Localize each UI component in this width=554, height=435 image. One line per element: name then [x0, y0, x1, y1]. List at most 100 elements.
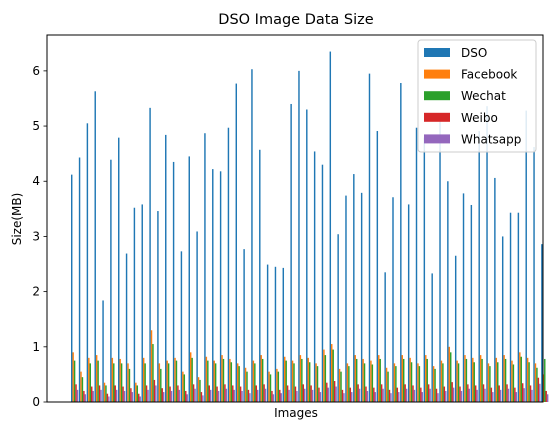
bar-whatsapp-7 — [123, 390, 126, 402]
bar-whatsapp-29 — [296, 390, 298, 402]
bar-whatsapp-10 — [147, 389, 149, 402]
bar-wechat-49 — [450, 352, 452, 402]
bar-dso-6 — [110, 159, 112, 402]
bar-wechat-45 — [418, 366, 421, 402]
bar-weibo-54 — [490, 387, 493, 402]
bar-wechat-53 — [481, 358, 483, 402]
bar-facebook-9 — [135, 382, 137, 402]
bar-facebook-57 — [511, 360, 513, 402]
bar-wechat-4 — [97, 360, 99, 402]
bar-wechat-22 — [238, 366, 240, 402]
bar-wechat-32 — [316, 366, 319, 402]
bar-weibo-29 — [294, 386, 297, 402]
bar-dso-57 — [509, 212, 512, 402]
bar-facebook-41 — [385, 367, 388, 402]
bar-weibo-45 — [420, 387, 422, 402]
bar-whatsapp-49 — [452, 387, 455, 402]
bar-wechat-27 — [277, 371, 280, 402]
bar-weibo-57 — [514, 387, 516, 402]
bar-whatsapp-1 — [76, 389, 79, 402]
bar-weibo-60 — [537, 377, 540, 402]
y-tick-label: 2 — [32, 285, 40, 299]
bar-dso-29 — [290, 103, 292, 402]
bar-whatsapp-41 — [390, 393, 392, 402]
bar-facebook-43 — [401, 355, 403, 402]
bar-facebook-49 — [448, 346, 451, 402]
bar-wechat-9 — [136, 385, 139, 402]
bar-whatsapp-34 — [335, 386, 337, 402]
bar-facebook-13 — [166, 360, 168, 402]
bar-dso-9 — [133, 207, 136, 402]
y-axis: 0 1 2 3 4 5 6 — [32, 64, 47, 409]
bar-wechat-51 — [465, 358, 468, 402]
legend-label-dso: DSO — [461, 46, 487, 60]
bar-facebook-4 — [95, 355, 98, 402]
bar-wechat-21 — [230, 362, 233, 402]
legend-label-wechat: Wechat — [461, 89, 506, 103]
bar-weibo-1 — [75, 384, 77, 402]
bar-whatsapp-6 — [115, 389, 118, 402]
legend-label-weibo: Weibo — [461, 111, 498, 125]
bar-facebook-28 — [284, 356, 286, 402]
bar-facebook-54 — [487, 363, 490, 402]
bar-facebook-7 — [119, 358, 121, 402]
bar-weibo-30 — [302, 384, 305, 402]
bar-dso-30 — [298, 70, 300, 403]
bar-weibo-38 — [365, 386, 367, 402]
bar-whatsapp-58 — [523, 388, 525, 402]
bar-wechat-13 — [167, 363, 170, 402]
legend: DSO Facebook Wechat Weibo Whatsapp — [417, 39, 537, 153]
y-tick-label: 6 — [32, 64, 40, 78]
bar-facebook-58 — [519, 352, 521, 402]
bar-whatsapp-60 — [539, 383, 541, 402]
bar-dso-12 — [157, 211, 159, 402]
bar-wechat-18 — [207, 360, 209, 402]
bar-wechat-37 — [355, 358, 358, 402]
bar-weibo-52 — [474, 385, 477, 402]
bar-dso-37 — [353, 174, 355, 402]
bar-dso-26 — [266, 264, 269, 402]
bar-weibo-9 — [138, 393, 140, 402]
bar-facebook-5 — [103, 382, 106, 402]
bar-whatsapp-19 — [217, 390, 220, 402]
bar-facebook-3 — [88, 357, 90, 402]
bar-weibo-19 — [216, 386, 218, 402]
bar-dso-58 — [517, 212, 520, 402]
bar-wechat-50 — [457, 363, 460, 402]
bar-facebook-23 — [244, 367, 247, 402]
bar-whatsapp-51 — [468, 388, 471, 402]
bar-weibo-21 — [232, 385, 234, 402]
bar-wechat-6 — [113, 363, 115, 402]
bar-facebook-30 — [299, 355, 302, 402]
bar-facebook-38 — [362, 358, 364, 402]
bar-facebook-24 — [252, 360, 255, 402]
bar-whatsapp-36 — [351, 392, 353, 402]
bar-facebook-6 — [111, 357, 114, 402]
bar-whatsapp-9 — [139, 396, 141, 402]
bar-weibo-11 — [153, 379, 156, 402]
bar-wechat-20 — [222, 358, 225, 402]
bar-whatsapp-59 — [531, 389, 533, 402]
bar-dso-27 — [274, 266, 277, 402]
bar-facebook-11 — [150, 330, 153, 402]
bar-facebook-42 — [393, 363, 396, 402]
bar-facebook-51 — [464, 355, 466, 402]
bar-wechat-44 — [410, 362, 413, 402]
bar-wechat-58 — [520, 356, 522, 402]
bar-facebook-19 — [213, 360, 215, 402]
bar-dso-15 — [180, 251, 183, 402]
bar-wechat-52 — [473, 362, 475, 402]
bar-weibo-4 — [98, 385, 101, 402]
bar-wechat-24 — [254, 363, 256, 402]
bar-whatsapp-20 — [225, 388, 228, 402]
bar-whatsapp-23 — [249, 393, 251, 402]
bar-weibo-28 — [286, 385, 289, 402]
bar-dso-8 — [125, 253, 128, 402]
bar-dso-7 — [118, 137, 120, 402]
bar-weibo-20 — [224, 384, 226, 402]
bar-weibo-22 — [239, 386, 242, 402]
bar-dso-19 — [212, 169, 214, 402]
bar-whatsapp-54 — [492, 392, 494, 402]
bar-whatsapp-8 — [131, 392, 134, 402]
